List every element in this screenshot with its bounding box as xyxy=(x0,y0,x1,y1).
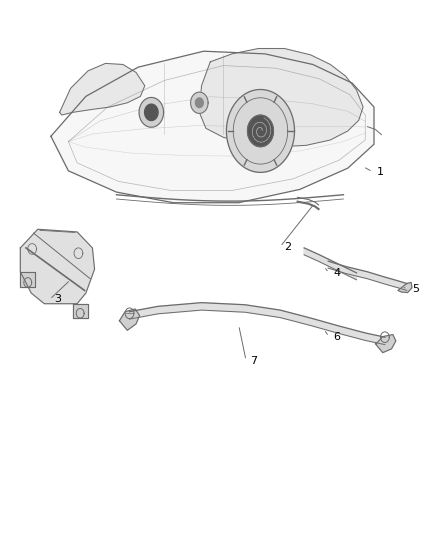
Text: 5: 5 xyxy=(412,284,419,294)
Text: 2: 2 xyxy=(285,242,292,252)
Polygon shape xyxy=(120,309,140,330)
Text: 3: 3 xyxy=(54,294,61,304)
Polygon shape xyxy=(139,98,163,127)
Polygon shape xyxy=(20,272,35,287)
Polygon shape xyxy=(191,92,208,114)
Polygon shape xyxy=(130,303,385,345)
Polygon shape xyxy=(60,63,145,115)
Polygon shape xyxy=(226,90,294,172)
Polygon shape xyxy=(73,304,88,318)
Polygon shape xyxy=(247,115,273,147)
Text: 1: 1 xyxy=(377,167,384,177)
Polygon shape xyxy=(398,282,412,293)
Polygon shape xyxy=(375,335,396,353)
Text: 4: 4 xyxy=(333,268,340,278)
Polygon shape xyxy=(51,51,374,203)
Text: 7: 7 xyxy=(251,356,258,366)
Text: 6: 6 xyxy=(333,332,340,342)
Polygon shape xyxy=(199,49,363,147)
Polygon shape xyxy=(195,98,203,108)
Polygon shape xyxy=(20,229,95,304)
Polygon shape xyxy=(304,248,357,280)
Polygon shape xyxy=(328,261,407,290)
Polygon shape xyxy=(145,104,158,120)
